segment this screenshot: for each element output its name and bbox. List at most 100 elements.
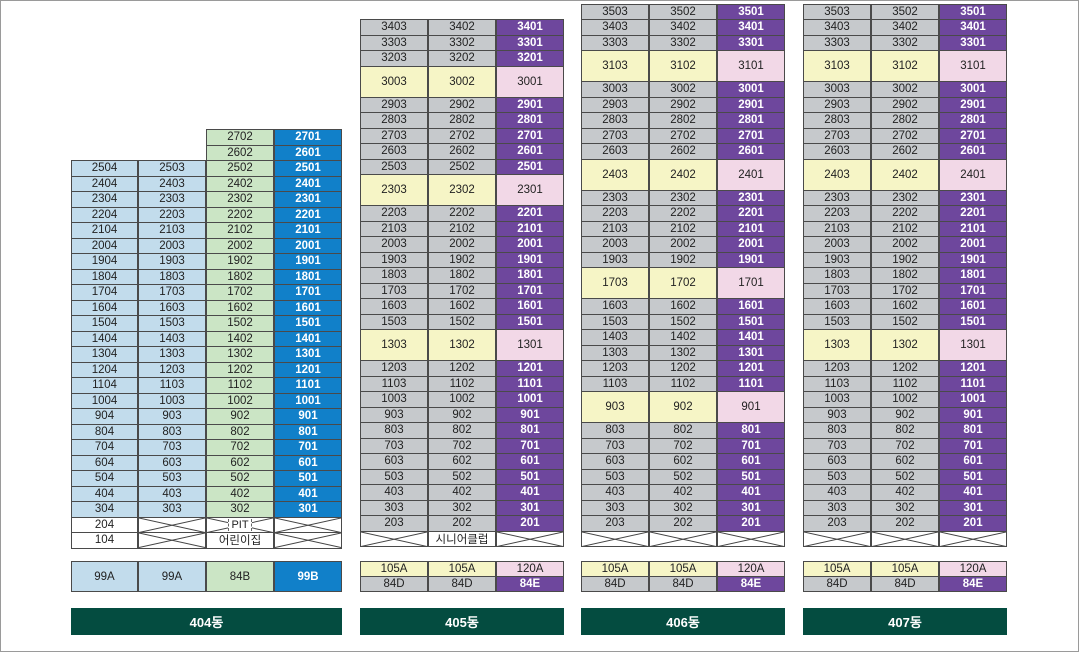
unit-cell: 402 bbox=[871, 484, 939, 501]
unit-cell: 1603 bbox=[803, 298, 871, 315]
unit-cell: 1201 bbox=[496, 360, 564, 377]
unit-cell: 1901 bbox=[939, 251, 1007, 268]
blocked-cell bbox=[496, 530, 564, 547]
unit-cell: 2301 bbox=[274, 191, 342, 208]
unit-cell: 1503 bbox=[138, 315, 206, 332]
unit-cell: 1604 bbox=[71, 299, 138, 316]
unit-type-cell: 120A bbox=[939, 561, 1007, 577]
unit-cell: 3402 bbox=[871, 19, 939, 36]
unit-cell: 3102 bbox=[871, 50, 939, 82]
unit-cell: 3501 bbox=[717, 3, 785, 20]
unit-cell: 2302 bbox=[206, 191, 274, 208]
unit-cell: 603 bbox=[138, 454, 206, 471]
unit-cell: 803 bbox=[138, 423, 206, 440]
unit-cell: 801 bbox=[274, 423, 342, 440]
unit-cell: 403 bbox=[360, 484, 428, 501]
unit-cell: 202 bbox=[871, 515, 939, 532]
unit-cell: 901 bbox=[717, 391, 785, 423]
unit-cell: 2601 bbox=[274, 144, 342, 161]
unit-cell: 1401 bbox=[717, 329, 785, 346]
unit-cell: 1803 bbox=[803, 267, 871, 284]
unit-cell: 401 bbox=[496, 484, 564, 501]
unit-cell: 2401 bbox=[939, 158, 1007, 191]
unit-cell: 1101 bbox=[496, 375, 564, 392]
unit-cell: 901 bbox=[496, 406, 564, 423]
unit-cell: 701 bbox=[496, 437, 564, 454]
unit-type-cell: 99B bbox=[274, 561, 342, 592]
unit-cell: 2701 bbox=[274, 129, 342, 146]
unit-cell: 1703 bbox=[803, 282, 871, 299]
unit-cell: 801 bbox=[717, 422, 785, 439]
unit-cell: 1502 bbox=[428, 313, 496, 330]
unit-cell: 1603 bbox=[138, 299, 206, 316]
unit-cell: 3403 bbox=[581, 19, 649, 36]
unit-cell: 1603 bbox=[360, 298, 428, 315]
unit-cell: 403 bbox=[581, 484, 649, 501]
unit-cell: 2501 bbox=[274, 160, 342, 177]
unit-cell: 1601 bbox=[496, 298, 564, 315]
unit-cell: 2002 bbox=[649, 236, 717, 253]
unit-cell: 2303 bbox=[581, 189, 649, 206]
unit-cell: 1002 bbox=[428, 391, 496, 408]
unit-cell: 402 bbox=[649, 484, 717, 501]
unit-cell: 201 bbox=[717, 515, 785, 532]
unit-cell: 1301 bbox=[939, 329, 1007, 361]
unit-cell: 1603 bbox=[581, 298, 649, 315]
unit-type-cell: 84E bbox=[496, 576, 564, 592]
unit-cell: 203 bbox=[581, 515, 649, 532]
unit-cell: 2501 bbox=[496, 158, 564, 175]
unit-type-cell: 84E bbox=[939, 576, 1007, 592]
unit-cell: 1503 bbox=[360, 313, 428, 330]
unit-cell: 1901 bbox=[496, 251, 564, 268]
unit-cell: 2201 bbox=[717, 205, 785, 222]
unit-cell: 701 bbox=[717, 437, 785, 454]
unit-cell: 1803 bbox=[138, 268, 206, 285]
unit-cell: 1102 bbox=[206, 377, 274, 394]
unit-cell: 1303 bbox=[360, 329, 428, 361]
unit-cell: 3002 bbox=[649, 81, 717, 98]
unit-cell: 1602 bbox=[428, 298, 496, 315]
unit-cell: 1702 bbox=[871, 282, 939, 299]
unit-cell: 1701 bbox=[939, 282, 1007, 299]
unit-cell: 2302 bbox=[871, 189, 939, 206]
unit-cell: 3101 bbox=[717, 50, 785, 82]
unit-cell: 2803 bbox=[803, 112, 871, 129]
blocked-cell: PIT bbox=[206, 516, 274, 533]
unit-cell: 2301 bbox=[939, 189, 1007, 206]
unit-cell: 2602 bbox=[871, 143, 939, 160]
unit-cell: 2802 bbox=[649, 112, 717, 129]
unit-cell: 1902 bbox=[649, 251, 717, 268]
unit-cell: 1001 bbox=[274, 392, 342, 409]
unit-cell: 202 bbox=[649, 515, 717, 532]
unit-cell: 2401 bbox=[274, 175, 342, 192]
unit-cell: 2701 bbox=[496, 127, 564, 144]
unit-cell: 1003 bbox=[803, 391, 871, 408]
unit-cell: 904 bbox=[71, 408, 138, 425]
unit-cell: 1701 bbox=[496, 282, 564, 299]
unit-cell: 501 bbox=[939, 468, 1007, 485]
unit-cell: 903 bbox=[138, 408, 206, 425]
unit-cell: 2602 bbox=[428, 143, 496, 160]
unit-cell: 1601 bbox=[939, 298, 1007, 315]
unit-cell: 302 bbox=[649, 499, 717, 516]
unit-cell: 3003 bbox=[803, 81, 871, 98]
unit-cell: 3201 bbox=[496, 50, 564, 67]
unit-cell: 3002 bbox=[428, 65, 496, 98]
unit-cell: 2803 bbox=[360, 112, 428, 129]
unit-cell: 1002 bbox=[206, 392, 274, 409]
unit-cell: 2101 bbox=[939, 220, 1007, 237]
unit-cell: 1302 bbox=[871, 329, 939, 361]
unit-cell: 2001 bbox=[496, 236, 564, 253]
unit-cell: 802 bbox=[206, 423, 274, 440]
unit-cell: 1702 bbox=[206, 284, 274, 301]
unit-cell: 2602 bbox=[206, 144, 274, 161]
unit-cell: 2702 bbox=[206, 129, 274, 146]
unit-cell: 1104 bbox=[71, 377, 138, 394]
unit-cell: 301 bbox=[274, 501, 342, 518]
unit-cell: 201 bbox=[939, 515, 1007, 532]
unit-cell: 1503 bbox=[581, 313, 649, 330]
unit-cell: 1501 bbox=[496, 313, 564, 330]
unit-cell: 3101 bbox=[939, 50, 1007, 82]
unit-cell: 3103 bbox=[581, 50, 649, 82]
unit-cell: 2401 bbox=[717, 158, 785, 191]
